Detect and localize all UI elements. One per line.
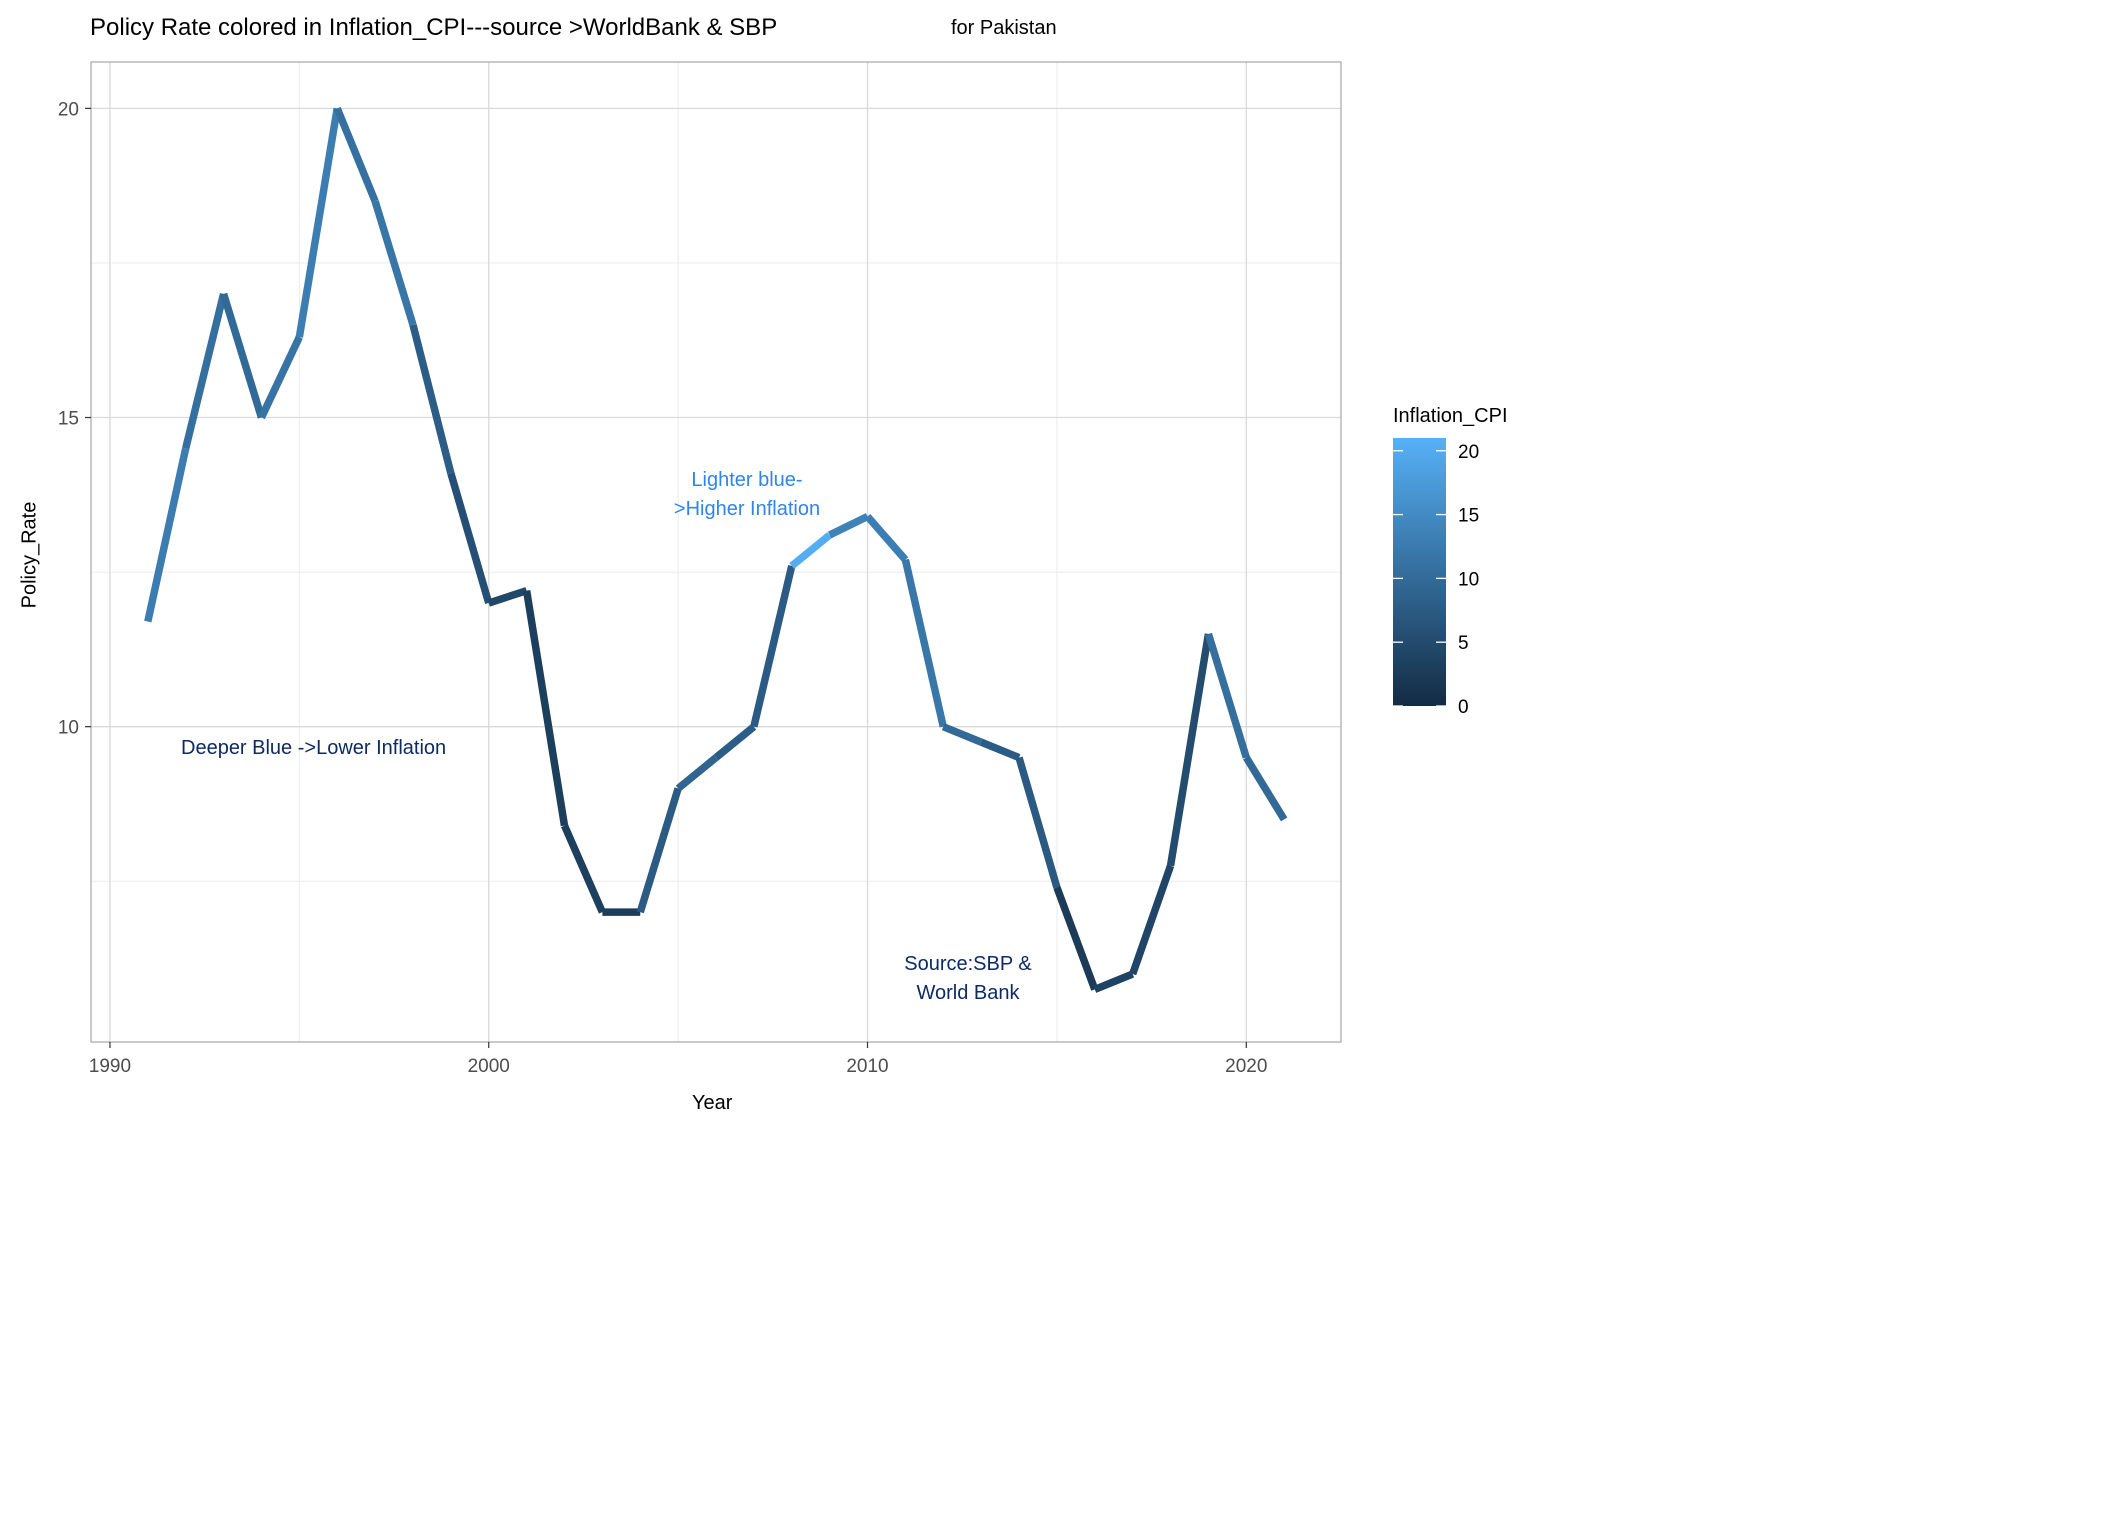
policy-rate-segment	[522, 590, 569, 827]
y-tick-label: 10	[58, 718, 79, 739]
policy-rate-segment	[713, 723, 757, 761]
policy-rate-segment	[864, 513, 909, 563]
chart-title: Policy Rate colored in Inflation_CPI---s…	[90, 14, 778, 41]
y-tick-label: 15	[58, 409, 79, 430]
policy-rate-segment	[827, 513, 870, 539]
colorbar-gradient	[1393, 438, 1446, 706]
policy-rate-segment	[1053, 886, 1099, 991]
y-tick-label: 20	[58, 99, 79, 120]
plot-panel-border	[90, 61, 1342, 1043]
policy-rate-segment	[182, 292, 228, 450]
policy-rate-segment	[561, 824, 606, 914]
policy-rate-segment	[487, 587, 528, 607]
x-tick-label: 2000	[468, 1056, 510, 1077]
annotation-lighter-blue: Lighter blue- >Higher Inflation	[652, 466, 842, 524]
policy-rate-segment	[1093, 970, 1135, 993]
chart-subtitle: for Pakistan	[951, 17, 1057, 39]
policy-rate-segment	[219, 292, 266, 419]
policy-rate-segment	[295, 107, 341, 338]
y-axis-label: Policy_Rate	[18, 501, 41, 609]
policy-rate-segment	[675, 754, 719, 792]
policy-rate-segment	[750, 565, 796, 728]
annotation-source: Source:SBP & World Bank	[885, 950, 1051, 1008]
axes: 1990 2000 2010 2020 10 15 20	[58, 99, 1268, 1077]
policy-rate-segment	[941, 723, 983, 746]
policy-rate-segment	[258, 335, 303, 420]
legend-tick-label: 15	[1458, 506, 1479, 527]
policy-rate-line	[144, 106, 1288, 993]
legend-tick-label: 20	[1458, 442, 1479, 463]
grid-lines	[91, 62, 1341, 1042]
policy-rate-segment	[409, 323, 455, 475]
x-tick-label: 2020	[1225, 1056, 1267, 1077]
legend-tick-label: 0	[1458, 697, 1469, 718]
policy-rate-segment	[901, 558, 947, 728]
policy-rate-segment	[371, 200, 417, 326]
policy-rate-segment	[1204, 632, 1250, 759]
policy-rate-segment	[333, 106, 379, 203]
annotation-source-line2: World Bank	[916, 982, 1020, 1004]
policy-rate-segment	[636, 787, 682, 914]
policy-rate-segment	[979, 738, 1021, 762]
policy-rate-segment	[144, 447, 190, 623]
annotation-deeper-blue: Deeper Blue ->Lower Inflation	[181, 737, 447, 759]
legend-colorbar: 0 5 10 15 20	[1393, 438, 1479, 718]
x-tick-label: 1990	[89, 1056, 131, 1077]
policy-rate-segment	[1129, 864, 1175, 976]
legend-title: Inflation_CPI	[1393, 405, 1508, 427]
policy-rate-segment	[1015, 756, 1061, 889]
annotation-lighter-line2: >Higher Inflation	[673, 498, 821, 520]
x-tick-label: 2010	[846, 1056, 888, 1077]
legend-tick-label: 5	[1458, 633, 1469, 654]
annotation-source-line1: Source:SBP &	[904, 953, 1032, 975]
policy-rate-segment	[1243, 755, 1288, 822]
chart-area: 1990 2000 2010 2020 10 15 20 0 5 10 15 20	[58, 61, 1479, 1077]
policy-rate-segment	[789, 532, 833, 569]
x-axis-label: Year	[692, 1092, 733, 1114]
legend-tick-label: 10	[1458, 569, 1479, 590]
policy-rate-segment	[1166, 633, 1213, 867]
annotation-lighter-line1: Lighter blue-	[691, 469, 803, 491]
policy-rate-segment	[447, 472, 493, 605]
